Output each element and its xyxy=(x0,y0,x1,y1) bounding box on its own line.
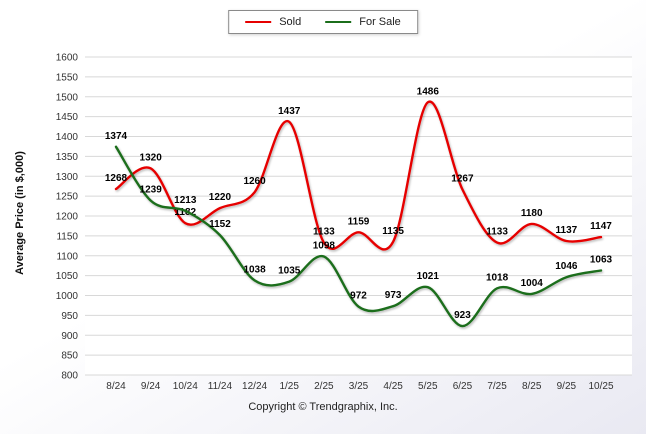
data-label: 1260 xyxy=(243,176,266,187)
data-label: 1486 xyxy=(417,86,440,97)
y-tick-label: 1050 xyxy=(56,271,79,282)
data-label: 972 xyxy=(350,291,367,302)
y-tick-label: 1200 xyxy=(56,212,79,223)
legend-item-for-sale: For Sale xyxy=(325,16,401,28)
data-label: 1268 xyxy=(105,173,128,184)
y-tick-label: 1400 xyxy=(56,132,79,143)
for-sale-line-swatch xyxy=(325,21,352,23)
data-label: 1137 xyxy=(556,225,578,236)
y-tick-label: 1600 xyxy=(56,53,79,64)
legend-item-sold: Sold xyxy=(245,16,301,28)
y-tick-label: 950 xyxy=(61,311,78,322)
data-label: 1133 xyxy=(313,227,335,238)
x-tick-label: 4/25 xyxy=(383,381,403,392)
data-label: 1159 xyxy=(348,216,370,227)
y-tick-label: 1300 xyxy=(56,172,79,183)
data-label: 1152 xyxy=(209,219,231,230)
y-tick-label: 900 xyxy=(61,331,78,342)
data-label: 1374 xyxy=(105,131,128,142)
data-label: 1004 xyxy=(521,278,544,289)
data-label: 1018 xyxy=(486,272,509,283)
y-tick-label: 1000 xyxy=(56,291,79,302)
x-tick-label: 7/25 xyxy=(487,381,507,392)
y-tick-label: 1150 xyxy=(56,231,78,242)
data-label: 973 xyxy=(385,290,402,301)
data-label: 1133 xyxy=(486,227,508,238)
data-label: 1320 xyxy=(140,152,163,163)
data-label: 1213 xyxy=(174,195,197,206)
data-label: 1182 xyxy=(174,207,196,218)
series-line-for-sale xyxy=(114,145,603,328)
y-tick-label: 1100 xyxy=(56,251,78,262)
y-tick-label: 1250 xyxy=(56,192,79,203)
sold-line-swatch xyxy=(245,21,272,23)
legend-label-for-sale: For Sale xyxy=(359,16,401,28)
data-label: 1437 xyxy=(278,106,301,117)
data-label: 923 xyxy=(454,310,471,321)
x-tick-label: 1/25 xyxy=(279,381,299,392)
data-label: 1063 xyxy=(590,254,613,265)
x-tick-label: 8/25 xyxy=(522,381,542,392)
x-tick-label: 5/25 xyxy=(418,381,438,392)
y-tick-label: 850 xyxy=(61,351,78,362)
data-label: 1098 xyxy=(313,241,336,252)
y-tick-label: 1450 xyxy=(56,112,79,123)
x-tick-label: 2/25 xyxy=(314,381,334,392)
x-tick-label: 11/24 xyxy=(208,381,233,392)
data-label: 1220 xyxy=(209,192,232,203)
y-axis-title: Average Price (in $,000) xyxy=(14,151,26,275)
data-label: 1135 xyxy=(382,226,404,237)
series-line-sold xyxy=(114,100,603,251)
legend-label-sold: Sold xyxy=(279,16,302,28)
x-tick-label: 12/24 xyxy=(242,381,267,392)
x-tick-label: 10/24 xyxy=(173,381,198,392)
y-tick-label: 1350 xyxy=(56,152,79,163)
data-label: 1038 xyxy=(243,264,266,275)
chart-legend: Sold For Sale xyxy=(228,10,418,34)
data-label: 1021 xyxy=(417,271,440,282)
x-tick-label: 6/25 xyxy=(453,381,473,392)
x-tick-label: 9/25 xyxy=(557,381,577,392)
data-label: 1239 xyxy=(140,184,163,195)
data-label: 1267 xyxy=(451,173,474,184)
data-label: 1035 xyxy=(278,266,301,277)
y-tick-label: 1500 xyxy=(56,92,79,103)
data-label: 1180 xyxy=(521,208,543,219)
data-label: 1046 xyxy=(555,261,578,272)
x-tick-label: 3/25 xyxy=(349,381,369,392)
x-tick-label: 10/25 xyxy=(588,381,613,392)
y-tick-label: 1550 xyxy=(56,72,79,83)
y-tick-label: 800 xyxy=(61,371,78,382)
copyright-text: Copyright © Trendgraphix, Inc. xyxy=(248,401,398,413)
data-label: 1147 xyxy=(590,221,612,232)
x-tick-label: 8/24 xyxy=(106,381,126,392)
x-tick-label: 9/24 xyxy=(141,381,161,392)
